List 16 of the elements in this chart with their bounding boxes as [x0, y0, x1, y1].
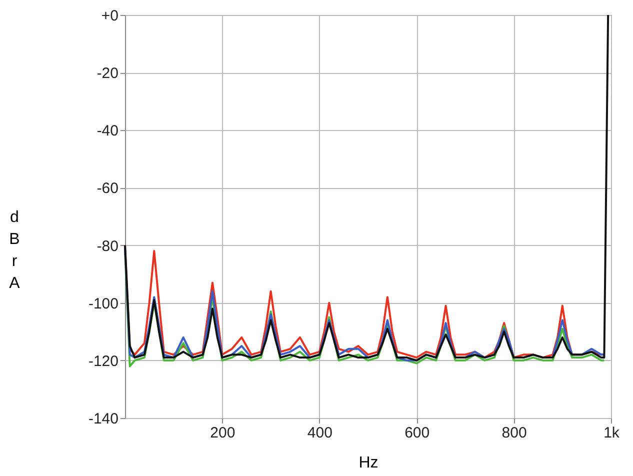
- y-tick-label: -80: [96, 238, 118, 255]
- y-axis-title: dBrA: [9, 209, 20, 292]
- x-tick-label: 800: [502, 424, 527, 442]
- y-tick-label: -120: [88, 352, 118, 370]
- x-axis-title: Hz: [358, 454, 378, 472]
- y-tick-label: -20: [96, 65, 118, 82]
- y-tick-label: -60: [96, 180, 118, 198]
- y-tick-label: -140: [88, 410, 118, 428]
- x-tick-label: 600: [404, 424, 430, 442]
- line-series: [124, 14, 610, 362]
- y-tick-label: +0: [101, 8, 118, 24]
- x-tick-label: 200: [210, 424, 236, 442]
- x-tick-label: 400: [307, 424, 332, 442]
- y-tick-label: -40: [96, 122, 118, 140]
- x-tick-label: 1k: [604, 424, 620, 442]
- y-tick-label: -100: [88, 295, 118, 312]
